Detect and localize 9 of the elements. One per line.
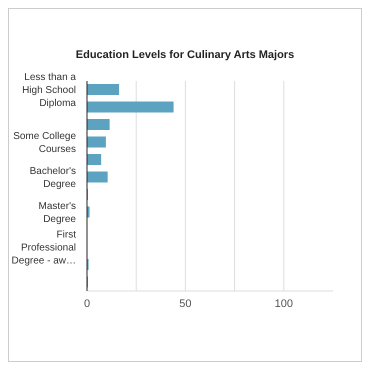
x-tick-label: 0	[84, 298, 90, 310]
y-tick-label: First Professional Degree - aw…	[12, 228, 76, 266]
chart-title: Education Levels for Culinary Arts Majors	[74, 49, 296, 63]
y-tick-label: Less than a High School Diploma	[22, 71, 76, 108]
y-tick-label: Bachelor's Degree	[30, 165, 76, 190]
y-tick-label: Some College Courses	[13, 130, 76, 154]
y-tick-label: Master's Degree	[38, 200, 76, 224]
x-tick-label: 50	[179, 298, 192, 310]
x-tick-label: 100	[274, 298, 293, 310]
